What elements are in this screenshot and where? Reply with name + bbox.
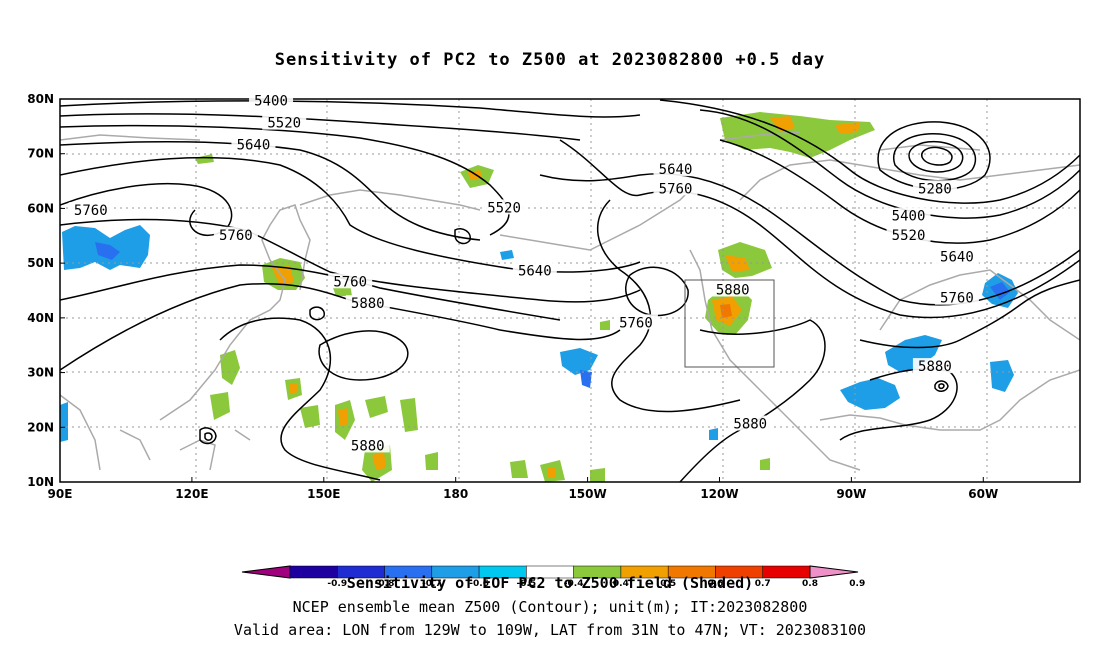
- contour-label-bg: [249, 92, 294, 108]
- colorbar-label: 0.8: [802, 579, 818, 589]
- colorbar-label: -0.9: [327, 579, 347, 589]
- lat-label: 10N: [27, 475, 54, 489]
- colorbar-label: 0.5: [660, 579, 676, 589]
- shade-green-arctic: [720, 112, 875, 158]
- lon-label: 60W: [968, 487, 998, 501]
- contour-label-bg: [934, 289, 979, 305]
- graticule: [60, 99, 1080, 482]
- colorbar: -0.9 -0.8 -0.7 -0.6 -0.5 -0.4 0.4 0.5 0.6 0.7 0.8 0…: [241, 565, 865, 589]
- longitude-labels: 90E 120E 150E 180 150W 120W 90W 60W: [48, 477, 998, 501]
- colorbar-max-arrow: [809, 565, 859, 579]
- contour-label: 5400: [254, 94, 288, 110]
- colorbar-label: 0.7: [755, 579, 771, 589]
- lon-label: 120W: [700, 487, 738, 501]
- contour-label: 5760: [619, 315, 653, 331]
- contour-label: 5400: [892, 209, 926, 225]
- contour-label-bg: [68, 202, 113, 218]
- contour-label: 5640: [940, 250, 974, 266]
- lat-label: 30N: [27, 366, 54, 380]
- contour-label-bg: [213, 226, 258, 242]
- contour-label-bg: [912, 358, 957, 374]
- contour-label-bg: [345, 437, 390, 453]
- contour-label: 5640: [518, 263, 552, 279]
- lon-label: 150E: [307, 487, 340, 501]
- coastlines: [60, 131, 1080, 471]
- contour-label-bg: [231, 136, 276, 152]
- contour-label: 5760: [219, 228, 253, 244]
- contour-label-bg: [328, 273, 373, 289]
- latitude-labels: 80N 70N 60N 50N 40N 30N 20N 10N: [27, 92, 65, 489]
- contour-label-bg: [613, 314, 658, 330]
- colorbar-label: -0.8: [375, 579, 395, 589]
- contour-label-bg: [710, 281, 755, 297]
- lat-label: 70N: [27, 147, 54, 161]
- contour-label: 5640: [237, 138, 271, 154]
- legend-caption: Sensitivity of EOF PC2 to Z500 field (Sh…: [346, 574, 754, 592]
- contour-label-bg: [262, 114, 307, 130]
- contour-label: 5280: [918, 181, 952, 197]
- map-frame: [59, 98, 1081, 483]
- colorbar-label: -0.5: [517, 579, 537, 589]
- contour-label: 5880: [351, 296, 385, 312]
- lon-label: 90E: [48, 487, 73, 501]
- lat-label: 50N: [27, 256, 54, 270]
- shading-layer: [60, 112, 1018, 482]
- contour-label-bg: [886, 207, 931, 223]
- lon-label: 120E: [175, 487, 208, 501]
- contour-label-bg: [653, 161, 698, 177]
- lon-label: 150W: [568, 487, 606, 501]
- colorbar-label: -0.6: [469, 579, 489, 589]
- map-title: Sensitivity of PC2 to Z500 at 2023082800…: [274, 50, 826, 70]
- colorbar-label: 0.4: [613, 579, 629, 589]
- contour-label: 5880: [733, 417, 767, 433]
- contour-label: 5520: [487, 200, 521, 216]
- contour-label-bg: [912, 180, 957, 196]
- contour-label: 5760: [74, 203, 108, 219]
- contour-label: 5520: [267, 116, 301, 132]
- footer-valid-area: Valid area: LON from 129W to 109W, LAT f…: [233, 621, 867, 639]
- lat-label: 80N: [27, 92, 54, 106]
- contour-label: 5640: [659, 162, 693, 178]
- colorbar-label: 0.6: [707, 579, 723, 589]
- footer-contour-info: NCEP ensemble mean Z500 (Contour); unit(…: [292, 598, 808, 616]
- valid-area-box: [684, 279, 775, 368]
- contour-label: 5880: [351, 438, 385, 454]
- contours: [60, 99, 1080, 482]
- contour-label: 5760: [659, 181, 693, 197]
- contour-label-bg: [886, 226, 931, 242]
- contour-labels: 5400 5520 5640 5760 5760 5520 5640 5760 5880 5640…: [68, 92, 979, 454]
- contour-label: 5760: [940, 291, 974, 307]
- contour-label: 5520: [892, 228, 926, 244]
- contour-label-bg: [653, 180, 698, 196]
- contour-label-bg: [482, 199, 527, 215]
- contour-label: 5880: [716, 283, 750, 299]
- lat-label: 20N: [27, 420, 54, 434]
- colorbar-label: -0.4: [564, 579, 584, 589]
- contour-label-bg: [728, 415, 773, 431]
- contour-label-bg: [934, 248, 979, 264]
- colorbar-label: -0.7: [422, 579, 442, 589]
- contour-label: 5760: [333, 274, 367, 290]
- lon-label: 180: [443, 487, 468, 501]
- lat-label: 60N: [27, 201, 54, 215]
- shade-blue-gulf: [885, 335, 942, 372]
- colorbar-label: 0.9: [849, 579, 865, 589]
- lon-label: 90W: [836, 487, 866, 501]
- contour-label-bg: [512, 262, 557, 278]
- contour-label-bg: [345, 295, 390, 311]
- contour-label: 5880: [918, 359, 952, 375]
- lat-label: 40N: [27, 311, 54, 325]
